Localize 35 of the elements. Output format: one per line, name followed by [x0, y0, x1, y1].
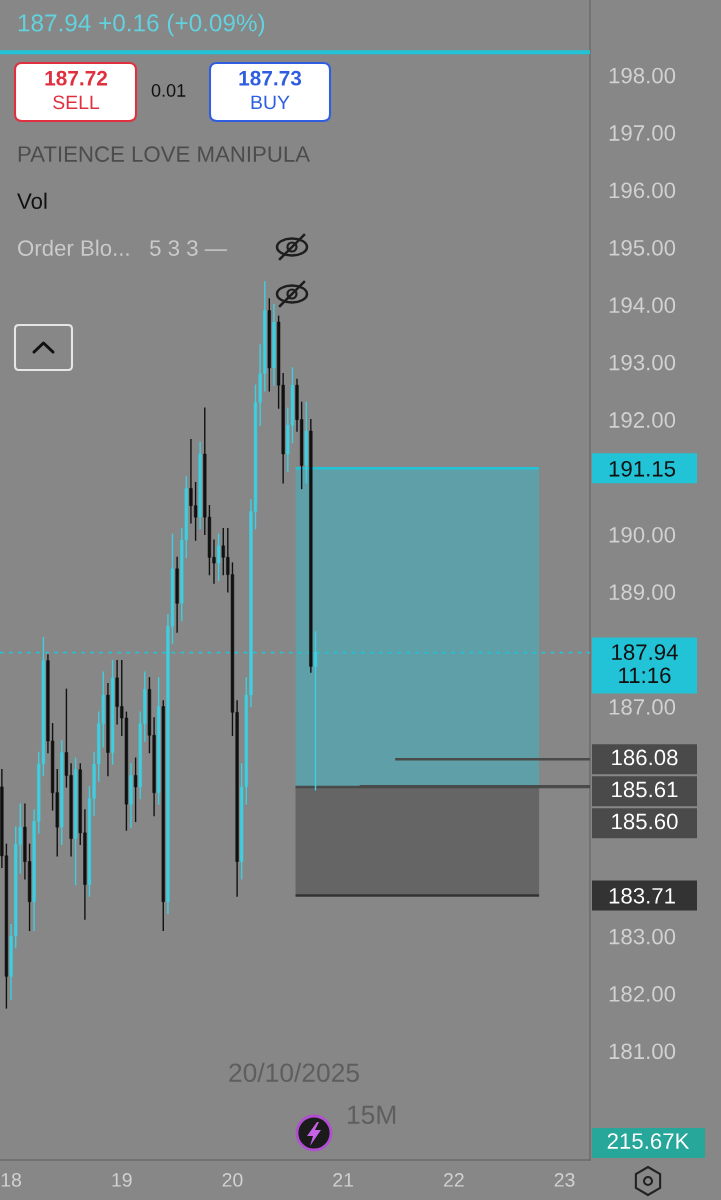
y-tick-label: 197.00 [609, 125, 676, 141]
y-tick-label: 187.00 [609, 699, 676, 715]
y-tick-label: 183.00 [609, 928, 676, 945]
y-tick-label: 181.00 [609, 1043, 676, 1060]
y-tick-label: 183.71 [609, 887, 675, 904]
annotation: 187.73 [239, 70, 302, 86]
y-tick-label: 195.00 [609, 239, 676, 256]
text: 215.67K [607, 1133, 690, 1149]
annotation: PATIENCE LOVE MANIPULA [18, 146, 311, 162]
y-tick-label: 191.15 [609, 460, 676, 477]
annotation: SELL [53, 95, 100, 110]
x-tick-label: 22 [444, 1173, 464, 1187]
annotation: Order Blo... 5 3 3 — [18, 239, 227, 256]
y-tick-label: 198.00 [609, 67, 676, 84]
x-tick-label: 21 [333, 1173, 354, 1187]
annotation: BUY [251, 95, 290, 110]
y-tick-label: 182.00 [609, 986, 676, 1002]
annotation: 187.94 +0.16 (+0.09%) [18, 13, 265, 37]
ref-line-label: 187.94 11:16 [612, 644, 678, 684]
y-tick-label: 196.00 [609, 182, 676, 199]
annotation: Vol [17, 192, 47, 209]
y-tick-label: 190.00 [609, 526, 676, 543]
y-tick-label: 193.00 [609, 354, 676, 371]
x-tick-label: 20 [222, 1173, 243, 1187]
data-label: 185.61 [612, 781, 678, 798]
annotation: 187.72 [45, 70, 108, 86]
data-label: 185.60 [612, 813, 678, 830]
x-tick-label: 18 [1, 1173, 22, 1187]
y-tick-label: 189.00 [609, 584, 676, 601]
x-tick-label: 19 [112, 1173, 132, 1187]
y-tick-label: 192.00 [609, 412, 676, 428]
y-tick-label: 194.00 [609, 297, 676, 314]
annotation: 0.01 [151, 84, 186, 97]
data-label: 186.08 [612, 749, 678, 766]
x-tick-label: 23 [554, 1173, 575, 1187]
